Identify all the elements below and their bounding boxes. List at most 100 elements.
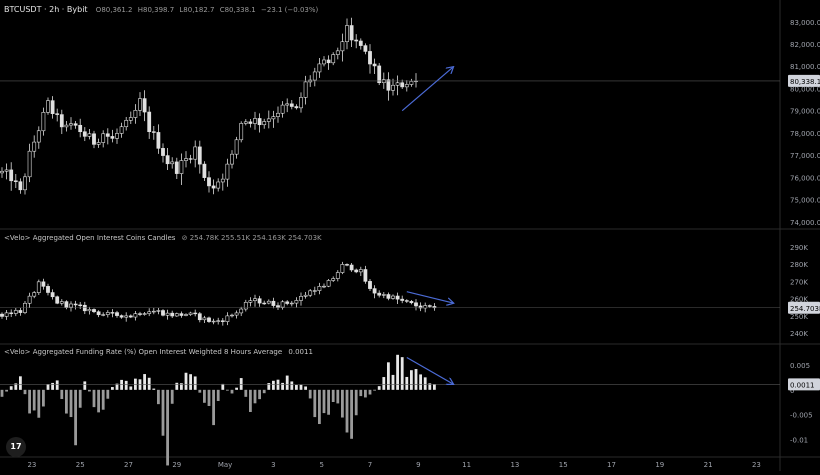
price-candle-body: [345, 25, 349, 43]
funding-rate-bar: [341, 389, 344, 418]
funding-rate-bar: [14, 383, 18, 390]
price-candle-body: [317, 63, 322, 73]
price-candle-body: [73, 123, 78, 126]
price-legend: BTCUSDT · 2h · Bybit O80,361.2 H80,398.7…: [4, 5, 318, 14]
price-tick-label: 79,000.0: [790, 108, 820, 116]
open-interest-candle-body: [395, 295, 400, 300]
open-interest-candle-body: [105, 312, 110, 315]
open-interest-candle-body: [161, 310, 165, 316]
price-candle-body: [225, 163, 230, 180]
open-interest-candle-body: [64, 301, 69, 308]
open-interest-candle-body: [87, 309, 92, 312]
open-interest-candle-body: [46, 286, 50, 293]
open-interest-candle-body: [59, 301, 64, 304]
open-interest-candle-body: [0, 313, 4, 317]
funding-rate-bar: [276, 379, 280, 390]
open-interest-candle-body: [276, 305, 280, 308]
open-interest-candle-body: [179, 313, 184, 316]
funding-rate-pane: 0.005 0 -0.005 -0.01 0.0011: [0, 354, 820, 466]
funding-rate-bar: [143, 374, 146, 390]
oi-values: ⊘ 254.78K 255.51K 254.163K 254.703K: [181, 234, 322, 242]
oi-title[interactable]: <Velo> Aggregated Open Interest Coins Ca…: [4, 234, 176, 242]
price-candle-body: [41, 112, 46, 132]
low-key: L: [179, 6, 184, 14]
funding-rate-bar: [69, 389, 73, 418]
open-interest-candle-body: [128, 315, 133, 318]
open-interest-candle-body: [386, 294, 391, 299]
price-candle-body: [230, 153, 234, 165]
funding-rate-bar: [354, 389, 358, 416]
funding-rate-bar: [272, 380, 275, 390]
price-candle-body: [335, 50, 340, 55]
price-candle-body: [322, 59, 326, 65]
funding-rate-tick-label: -0.01: [790, 437, 808, 445]
funding-rate-bar: [419, 374, 422, 390]
price-candle-body: [340, 41, 345, 52]
funding-rate-bar: [313, 389, 317, 418]
oi-legend: <Velo> Aggregated Open Interest Coins Ca…: [4, 234, 322, 242]
funding-legend: <Velo> Aggregated Funding Rate (%) Open …: [4, 348, 313, 356]
price-candle-body: [179, 160, 184, 174]
x-axis-label: 15: [559, 461, 568, 469]
open-interest-candle-body: [13, 310, 18, 314]
open-interest-tick-label: 250K: [790, 313, 808, 321]
price-candle-body: [391, 84, 395, 91]
open-interest-candle-body: [50, 292, 55, 298]
x-axis-label: 17: [607, 461, 616, 469]
price-candle-body: [46, 100, 50, 113]
open-interest-candle-body: [358, 269, 363, 273]
funding-rate-bar: [65, 389, 68, 414]
funding-rate-bar: [226, 389, 229, 391]
open-interest-candle-body: [197, 313, 202, 321]
funding-rate-bar: [410, 370, 413, 390]
x-axis-label: 25: [76, 461, 85, 469]
funding-rate-bar: [350, 389, 353, 439]
price-candle-body: [147, 111, 152, 132]
price-candle-body: [59, 114, 64, 128]
funding-rate-bar: [281, 382, 284, 390]
price-candle-body: [243, 121, 248, 124]
open-interest-candle-body: [119, 315, 124, 318]
price-tick-label: 76,000.0: [790, 174, 820, 182]
symbol-title[interactable]: BTCUSDT · 2h · Bybit: [4, 5, 88, 14]
open-interest-candle-body: [234, 312, 239, 316]
funding-rate-bar: [88, 389, 91, 392]
funding-rate-bar: [0, 389, 4, 397]
funding-rate-bar: [9, 386, 13, 390]
open-interest-candle-body: [317, 286, 322, 291]
tradingview-logo[interactable]: 17: [6, 437, 26, 457]
price-candle-body: [266, 118, 271, 122]
open-interest-candle-body: [142, 313, 147, 315]
open-interest-candle-body: [294, 300, 299, 304]
funding-rate-bar: [166, 389, 169, 466]
funding-rate-bar: [299, 384, 303, 390]
funding-rate-bar: [267, 383, 271, 390]
open-interest-candle-body: [363, 269, 368, 282]
price-candle-body: [55, 113, 60, 115]
funding-rate-bar: [391, 374, 395, 390]
funding-rate-bar: [55, 380, 59, 390]
open-interest-pane: 290K 280K 270K 260K 250K 240K 254.703K: [0, 244, 820, 338]
funding-rate-bar: [198, 389, 202, 393]
open-interest-candle-body: [368, 281, 372, 289]
funding-rate-bar: [129, 386, 133, 390]
funding-rate-bar: [46, 384, 50, 390]
open-interest-last-label: 254.703K: [790, 305, 820, 313]
price-candle-body: [248, 121, 253, 124]
open-interest-candle-body: [207, 317, 211, 322]
funding-rate-bar: [92, 389, 96, 408]
price-candle-body: [220, 178, 225, 183]
funding-rate-bar: [235, 387, 238, 390]
funding-rate-tick-label: 0.005: [790, 362, 810, 370]
funding-rate-bar: [377, 386, 381, 390]
x-axis-label: 23: [27, 461, 36, 469]
funding-rate-bar: [175, 382, 179, 390]
open-interest-candle-body: [188, 312, 193, 315]
open-interest-candle-body: [239, 308, 244, 314]
x-axis-label: 13: [510, 461, 519, 469]
open-interest-candle-body: [174, 313, 179, 317]
funding-title[interactable]: <Velo> Aggregated Funding Rate (%) Open …: [4, 348, 283, 356]
funding-rate-bar: [373, 389, 376, 391]
